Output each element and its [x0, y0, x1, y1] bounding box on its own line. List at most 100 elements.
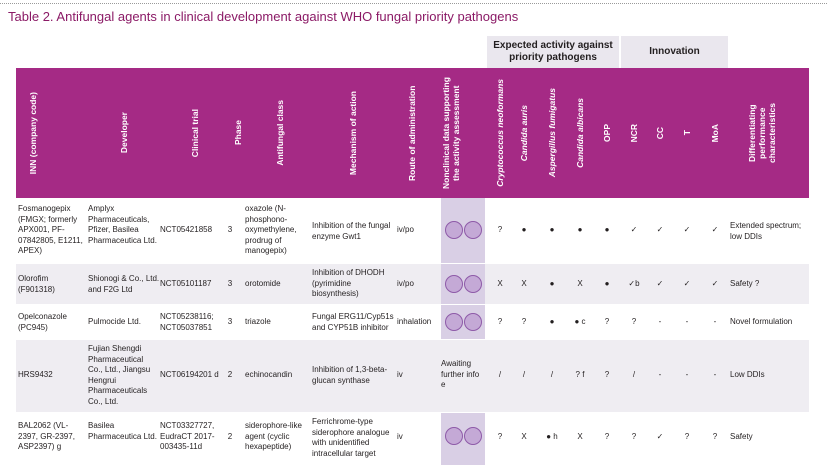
nonclinical-icon	[445, 275, 463, 293]
cell-diff: Safety	[730, 432, 753, 441]
table-row-olorofim: Olorofim (F901318) Shionogi & Co., Ltd. …	[16, 264, 809, 304]
cell-t: -	[685, 370, 689, 379]
cell-trial: NCT05238116; NCT05037851	[160, 312, 214, 332]
table-caption: Table 2. Antifungal agents in clinical d…	[8, 9, 519, 24]
col-aspergillus: Aspergillus fumigatus	[547, 88, 557, 178]
cell-route: iv/po	[397, 279, 414, 288]
col-inn: INN (company code)	[28, 91, 38, 175]
cell-auris: X	[521, 432, 527, 441]
nonclinical-icon	[445, 221, 463, 239]
col-antifungal-class: Antifungal class	[275, 100, 285, 166]
cell-route: iv	[397, 432, 403, 441]
cell-cc: ✓	[656, 225, 664, 234]
cell-developer: Shionogi & Co., Ltd. and F2G Ltd	[88, 274, 160, 294]
cell-aspergillus: ●	[549, 225, 555, 234]
cell-moa-flag: ✓	[711, 279, 719, 288]
col-cryptococcus: Cryptococcus neoformans	[495, 79, 505, 187]
cell-class: orotomide	[245, 279, 281, 288]
cell-crypto: ?	[497, 225, 503, 234]
cell-phase: 2	[227, 370, 233, 379]
cell-crypto: X	[497, 279, 503, 288]
cell-class: siderophore-like agent (cyclic hexapepti…	[245, 421, 302, 451]
cell-moa-flag: ?	[712, 432, 718, 441]
cell-ncr: ✓b	[628, 279, 640, 288]
col-developer: Developer	[119, 112, 129, 154]
nonclinical-icon	[445, 427, 463, 445]
cell-auris: X	[521, 279, 527, 288]
cell-trial: NCT05101187	[160, 279, 212, 288]
nonclinical-cell	[441, 198, 485, 263]
cell-auris: ●	[521, 225, 527, 234]
cell-inn: BAL2062 (VL-2397, GR-2397, ASP2397) g	[18, 421, 75, 451]
cell-class: echinocandin	[245, 370, 293, 379]
cell-diff: Safety ?	[730, 279, 760, 288]
col-opp: OPP	[602, 124, 612, 142]
col-differentiating: Differentiating performance characterist…	[747, 103, 777, 164]
cell-inn: Opelconazole (PC945)	[18, 312, 67, 332]
cell-moa: Fungal ERG11/Cyp51s and CYP51B inhibitor	[312, 312, 394, 332]
cell-moa: Inhibition of DHODH (pyrimidine biosynth…	[312, 268, 385, 298]
nonclinical-cell	[441, 305, 485, 339]
cell-t: ✓	[683, 225, 691, 234]
cell-albicans: ●	[577, 225, 583, 234]
table-row-hrs9432: HRS9432 Fujian Shengdi Pharmaceutical Co…	[16, 340, 809, 412]
cell-t: ?	[684, 432, 690, 441]
table-row-fosmanogepix: Fosmanogepix (FMGX; formerly APX001, PF-…	[16, 198, 809, 263]
cell-moa-flag: -	[713, 370, 717, 379]
cell-moa: Inhibition of the fungal enzyme Gwt1	[312, 221, 391, 241]
nonclinical-cell	[441, 264, 485, 304]
cell-aspergillus: ● h	[546, 432, 558, 441]
cell-cc: -	[658, 370, 662, 379]
nonclinical-icon	[445, 313, 463, 331]
cell-phase: 3	[227, 317, 233, 326]
cell-ncr: ?	[631, 317, 637, 326]
nonclinical-cell	[441, 413, 485, 465]
cell-opp: ?	[604, 370, 610, 379]
cell-phase: 2	[227, 432, 233, 441]
cell-cc: ✓	[656, 432, 664, 441]
cell-inn: Fosmanogepix (FMGX; formerly APX001, PF-…	[18, 204, 83, 255]
cell-ncr: ✓	[630, 225, 638, 234]
cell-cc: -	[658, 317, 662, 326]
col-t: T	[682, 130, 692, 136]
col-ncr: NCR	[629, 123, 639, 143]
cell-diff: Novel formulation	[730, 317, 793, 326]
cell-auris: /	[522, 370, 526, 379]
cell-aspergillus: /	[550, 370, 554, 379]
cell-auris: ?	[521, 317, 527, 326]
nonclinical-icon	[464, 221, 482, 239]
cell-crypto: /	[498, 370, 502, 379]
cell-diff: Extended spectrum; low DDIs	[730, 221, 802, 241]
cell-developer: Basilea Pharmaceutica Ltd.	[88, 421, 157, 441]
cell-trial: NCT05421858	[160, 225, 213, 234]
col-clinical-trial: Clinical trial	[190, 108, 200, 158]
cell-route: inhalation	[397, 317, 432, 326]
group-expected-activity: Expected activity against priority patho…	[487, 36, 619, 68]
cell-trial: NCT03327727, EudraCT 2017-003435-11d	[160, 421, 215, 451]
col-candida-albicans: Candida albicans	[575, 98, 585, 168]
cell-opp: ?	[604, 432, 610, 441]
cell-diff: Low DDIs	[730, 370, 765, 379]
col-cc: CC	[655, 126, 665, 140]
group-innovation: Innovation	[621, 36, 728, 68]
cell-developer: Fujian Shengdi Pharmaceutical Co., Ltd.,…	[88, 344, 151, 406]
cell-developer: Amplyx Pharmaceuticals, Pfizer, Basilea …	[88, 204, 157, 245]
cell-route: iv/po	[397, 225, 414, 234]
cell-ncr: /	[632, 370, 636, 379]
col-moa: MoA	[710, 123, 720, 143]
table-row-opelconazole: Opelconazole (PC945) Pulmocide Ltd. NCT0…	[16, 305, 809, 339]
cell-opp: ●	[604, 225, 610, 234]
table-row-bal2062: BAL2062 (VL-2397, GR-2397, ASP2397) g Ba…	[16, 413, 809, 465]
cell-developer: Pulmocide Ltd.	[88, 317, 141, 326]
cell-inn: Olorofim (F901318)	[18, 274, 55, 294]
cell-albicans: X	[577, 432, 583, 441]
cell-moa-flag: ✓	[711, 225, 719, 234]
col-phase: Phase	[233, 120, 243, 146]
cell-opp: ?	[604, 317, 610, 326]
cell-opp: ●	[604, 279, 610, 288]
cell-albicans: ? f	[575, 370, 585, 379]
col-route: Route of administration	[407, 85, 417, 181]
cell-nonclinical: Awaiting further info e	[441, 359, 480, 389]
cell-aspergillus: ●	[549, 317, 555, 326]
cell-t: ✓	[683, 279, 691, 288]
